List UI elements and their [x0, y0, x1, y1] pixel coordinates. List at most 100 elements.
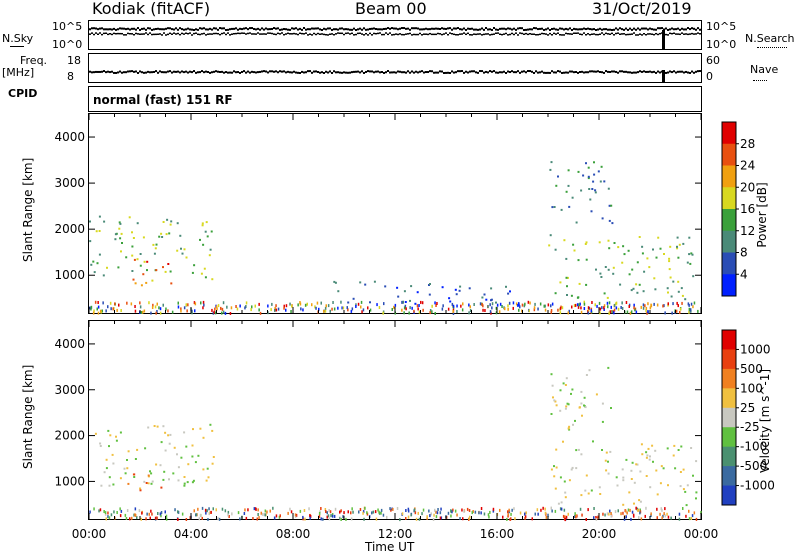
power-cell [191, 271, 194, 274]
power-ground-cell [96, 307, 98, 311]
velocity-ground-cell [435, 510, 437, 514]
power-cell [98, 215, 101, 218]
power-cell [680, 287, 683, 290]
power-ground-cell [141, 310, 144, 314]
velocity-cell [176, 453, 178, 456]
velocity-ground-cell [104, 511, 107, 515]
power-ground-cell [405, 307, 407, 311]
velocity-cell [580, 453, 583, 456]
velocity-cell [99, 442, 102, 445]
power-ground-cell [524, 302, 526, 306]
velocity-colorbar-seg [722, 388, 736, 409]
velocity-cell [566, 402, 569, 405]
power-ground-cell [289, 302, 291, 306]
power-cell [334, 281, 337, 284]
power-cell [670, 295, 673, 298]
nsearch-hi-tick: 10^5 [706, 20, 737, 33]
velocity-cell [565, 405, 568, 408]
power-colorbar-seg [722, 143, 736, 166]
velocity-ground-cell [554, 509, 557, 513]
power-ground-cell [441, 307, 444, 311]
power-ground-cell [230, 306, 233, 310]
velocity-ground-cell [212, 507, 214, 511]
velocity-cell [595, 393, 598, 396]
power-cell [132, 237, 135, 239]
power-cell [548, 244, 551, 247]
power-cell [364, 283, 367, 286]
velocity-ground-cell [545, 515, 548, 519]
velocity-ground-cell [429, 514, 431, 518]
power-cell [587, 166, 590, 169]
velocity-ground-cell [565, 515, 568, 519]
power-ground-cell [521, 303, 524, 307]
velocity-cell [554, 400, 557, 403]
power-ground-cell [693, 301, 696, 305]
power-cell [128, 216, 131, 219]
velocity-ground-cell [610, 514, 612, 518]
power-ground-cell [275, 308, 278, 312]
velocity-ground-cell [585, 518, 587, 521]
velocity-cell [692, 474, 694, 477]
power-cell [505, 285, 507, 288]
power-ground-cell [360, 305, 362, 309]
power-cell [549, 234, 552, 237]
power-cell [208, 254, 211, 257]
power-ground-cell [171, 310, 174, 314]
power-ground-cell [495, 311, 498, 315]
velocity-ground-cell [221, 507, 224, 511]
velocity-cell [124, 472, 127, 475]
velocity-ground-cell [247, 508, 249, 512]
velocity-cell [695, 460, 698, 463]
velocity-cell [164, 449, 167, 452]
power-ground-cell [690, 302, 693, 306]
velocity-ground-cell [303, 509, 306, 512]
velocity-ground-cell [609, 509, 611, 513]
power-cell [162, 266, 164, 269]
power-cell [114, 233, 117, 236]
velocity-ground-cell [581, 513, 583, 517]
velocity-ground-cell [487, 513, 490, 517]
velocity-ground-cell [204, 508, 207, 512]
power-ground-cell [401, 308, 403, 312]
velocity-ground-cell [269, 509, 271, 513]
power-cell [638, 283, 641, 286]
velocity-ground-cell [656, 516, 658, 520]
power-cell [118, 221, 121, 224]
power-cell [158, 235, 161, 238]
power-ground-cell [378, 306, 381, 309]
power-colorbar-seg [722, 165, 736, 188]
power-cell [575, 221, 578, 224]
velocity-cell [550, 373, 553, 376]
power-cell [132, 278, 135, 281]
velocity-ground-cell [560, 507, 563, 511]
velocity-ground-cell [499, 508, 501, 512]
power-cell [204, 276, 207, 279]
velocity-cell [145, 482, 148, 484]
velocity-ground-cell [149, 516, 151, 520]
velocity-ground-cell [413, 508, 416, 512]
velocity-cell [682, 468, 685, 471]
cpid-panel: normal (fast) 151 RF [88, 86, 702, 112]
velocity-ground-cell [564, 518, 566, 522]
velocity-ground-cell [447, 511, 450, 515]
power-ground-cell [544, 304, 546, 308]
velocity-ground-cell [661, 508, 663, 512]
velocity-cell [605, 451, 608, 454]
velocity-ground-cell [264, 509, 267, 513]
velocity-ground-cell [210, 510, 212, 514]
power-ground-cell [664, 311, 666, 315]
power-cell [485, 298, 488, 301]
velocity-ground-cell [415, 517, 418, 521]
velocity-cell [645, 451, 648, 454]
velocity-ground-cell [492, 507, 495, 511]
velocity-colorbar-label: 500 [740, 362, 763, 376]
velocity-cell [575, 467, 578, 470]
power-ground-cell [461, 308, 464, 312]
velocity-ground-cell [664, 514, 666, 518]
velocity-ground-cell [218, 517, 221, 521]
power-ground-cell [290, 310, 292, 313]
power-cell [98, 230, 101, 232]
velocity-ground-cell [620, 512, 622, 516]
power-ground-cell [394, 303, 397, 307]
power-ground-cell [576, 303, 579, 307]
